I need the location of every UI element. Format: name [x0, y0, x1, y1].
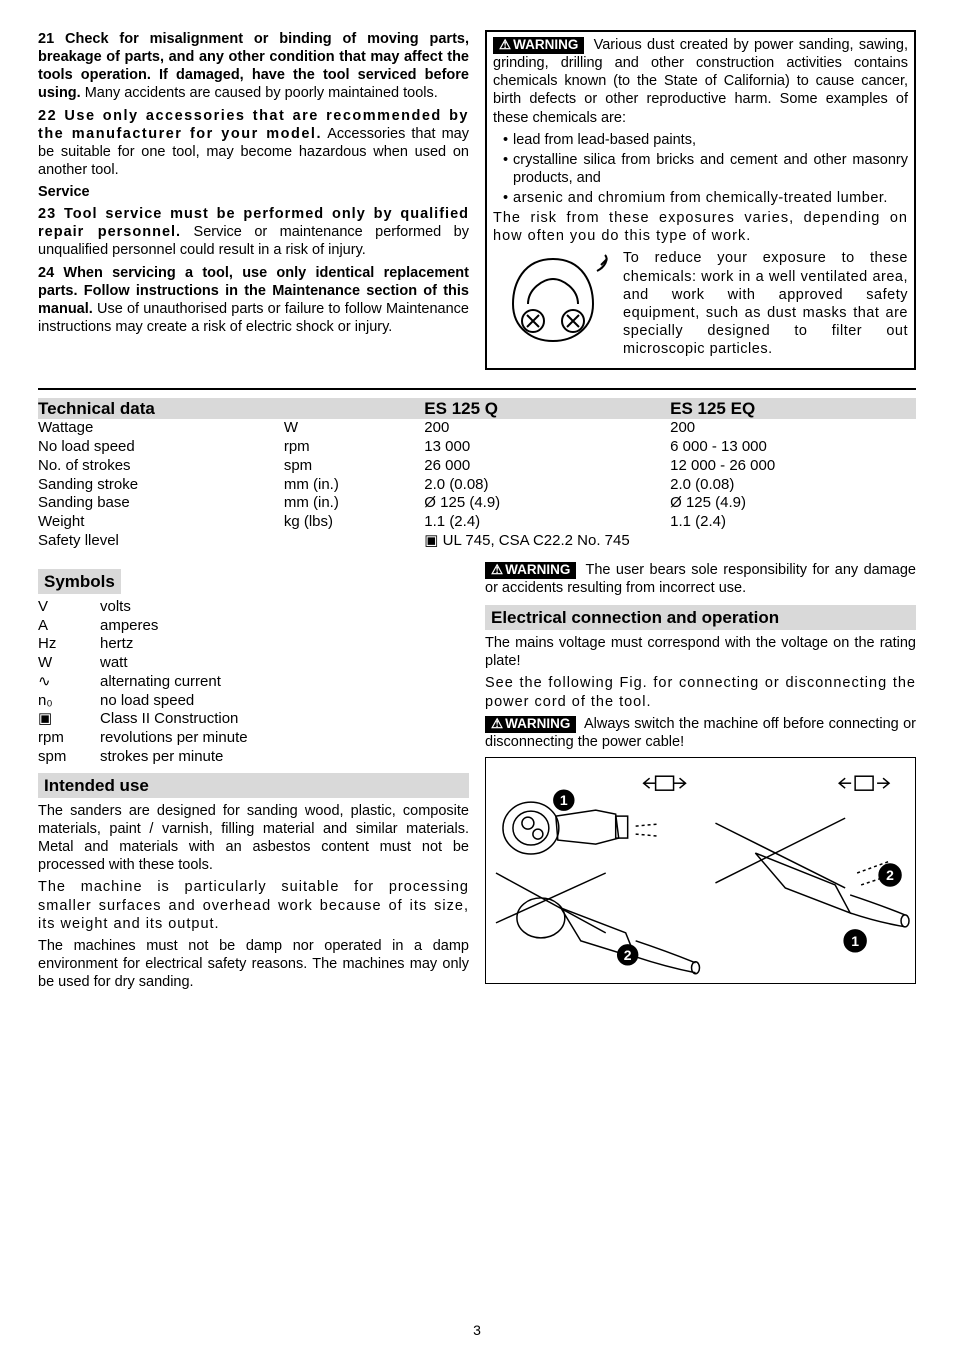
rule-24: 24 When servicing a tool, use only ident… [38, 264, 469, 337]
table-row: Sanding basemm (in.)Ø 125 (4.9)Ø 125 (4.… [38, 494, 916, 513]
col-eq: ES 125 EQ [670, 398, 916, 419]
rule-22: 22 Use only accessories that are recomme… [38, 107, 469, 180]
svg-text:1: 1 [851, 933, 859, 949]
symbols-table: VvoltsAamperesHzhertzWwatt∿alternating c… [38, 598, 260, 767]
page-number: 3 [0, 1322, 954, 1340]
table-row: Safety llevel▣ UL 745, CSA C22.2 No. 745 [38, 532, 916, 551]
list-item: crystalline silica from bricks and cemen… [503, 151, 908, 187]
dust-warning-lead: ⚠WARNING Various dust created by power s… [493, 36, 908, 127]
bottom-right-column: ⚠WARNING The user bears sole responsibil… [485, 561, 916, 996]
switch-off-warning: ⚠WARNING Always switch the machine off b… [485, 715, 916, 751]
table-row: Vvolts [38, 598, 260, 617]
electrical-p2: See the following Fig. for connecting or… [485, 674, 916, 710]
warning-triangle-icon: ⚠ [499, 37, 511, 54]
svg-text:2: 2 [886, 867, 894, 883]
bottom-left-column: Symbols VvoltsAamperesHzhertzWwatt∿alter… [38, 561, 469, 996]
table-row: n₀no load speed [38, 692, 260, 711]
col-q: ES 125 Q [424, 398, 670, 419]
technical-data-table: Technical data ES 125 Q ES 125 EQ Wattag… [38, 398, 916, 551]
table-row: Sanding strokemm (in.)2.0 (0.08)2.0 (0.0… [38, 476, 916, 495]
table-row: Weightkg (lbs)1.1 (2.4)1.1 (2.4) [38, 513, 916, 532]
warning-triangle-icon: ⚠ [491, 716, 503, 733]
list-item: lead from lead-based paints, [503, 131, 908, 149]
warning-badge: ⚠WARNING [493, 37, 584, 54]
intended-p3: The machines must not be damp nor operat… [38, 937, 469, 991]
top-left-column: 21 Check for misalignment or binding of … [38, 30, 469, 376]
electrical-heading: Electrical connection and operation [485, 605, 916, 630]
svg-text:2: 2 [624, 947, 632, 963]
top-right-column: ⚠WARNING Various dust created by power s… [485, 30, 916, 376]
intended-p1: The sanders are designed for sanding woo… [38, 802, 469, 875]
respirator-icon [493, 249, 613, 354]
table-row: ▣Class II Construction [38, 710, 260, 729]
intended-p2: The machine is particularly suitable for… [38, 878, 469, 932]
list-item: arsenic and chromium from chemically-tre… [503, 189, 908, 207]
warning-badge: ⚠WARNING [485, 562, 576, 579]
electrical-p1: The mains voltage must correspond with t… [485, 634, 916, 670]
service-heading: Service [38, 183, 469, 201]
svg-text:1: 1 [560, 792, 568, 808]
dust-risk-text: The risk from these exposures varies, de… [493, 209, 908, 245]
table-row: Wwatt [38, 654, 260, 673]
tech-head: Technical data [38, 398, 284, 419]
intended-use-heading: Intended use [38, 773, 469, 798]
user-responsibility-warning: ⚠WARNING The user bears sole responsibil… [485, 561, 916, 597]
warning-badge: ⚠WARNING [485, 716, 576, 733]
power-cord-figure: 1 2 [485, 757, 916, 984]
table-row: WattageW200200 [38, 419, 916, 438]
symbols-heading: Symbols [38, 569, 121, 594]
respirator-text: To reduce your exposure to these chemica… [623, 249, 908, 358]
dust-chemicals-list: lead from lead-based paints, crystalline… [493, 131, 908, 208]
dust-warning-box: ⚠WARNING Various dust created by power s… [485, 30, 916, 370]
table-row: No. of strokesspm26 00012 000 - 26 000 [38, 457, 916, 476]
warning-triangle-icon: ⚠ [491, 562, 503, 579]
table-row: rpmrevolutions per minute [38, 729, 260, 748]
table-row: Aamperes [38, 617, 260, 636]
table-row: ∿alternating current [38, 673, 260, 692]
table-row: No load speedrpm13 0006 000 - 13 000 [38, 438, 916, 457]
divider [38, 388, 916, 390]
rule-23: 23 Tool service must be performed only b… [38, 205, 469, 259]
table-row: Hzhertz [38, 635, 260, 654]
respirator-row: To reduce your exposure to these chemica… [493, 249, 908, 362]
rule-21: 21 Check for misalignment or binding of … [38, 30, 469, 103]
table-row: spmstrokes per minute [38, 748, 260, 767]
